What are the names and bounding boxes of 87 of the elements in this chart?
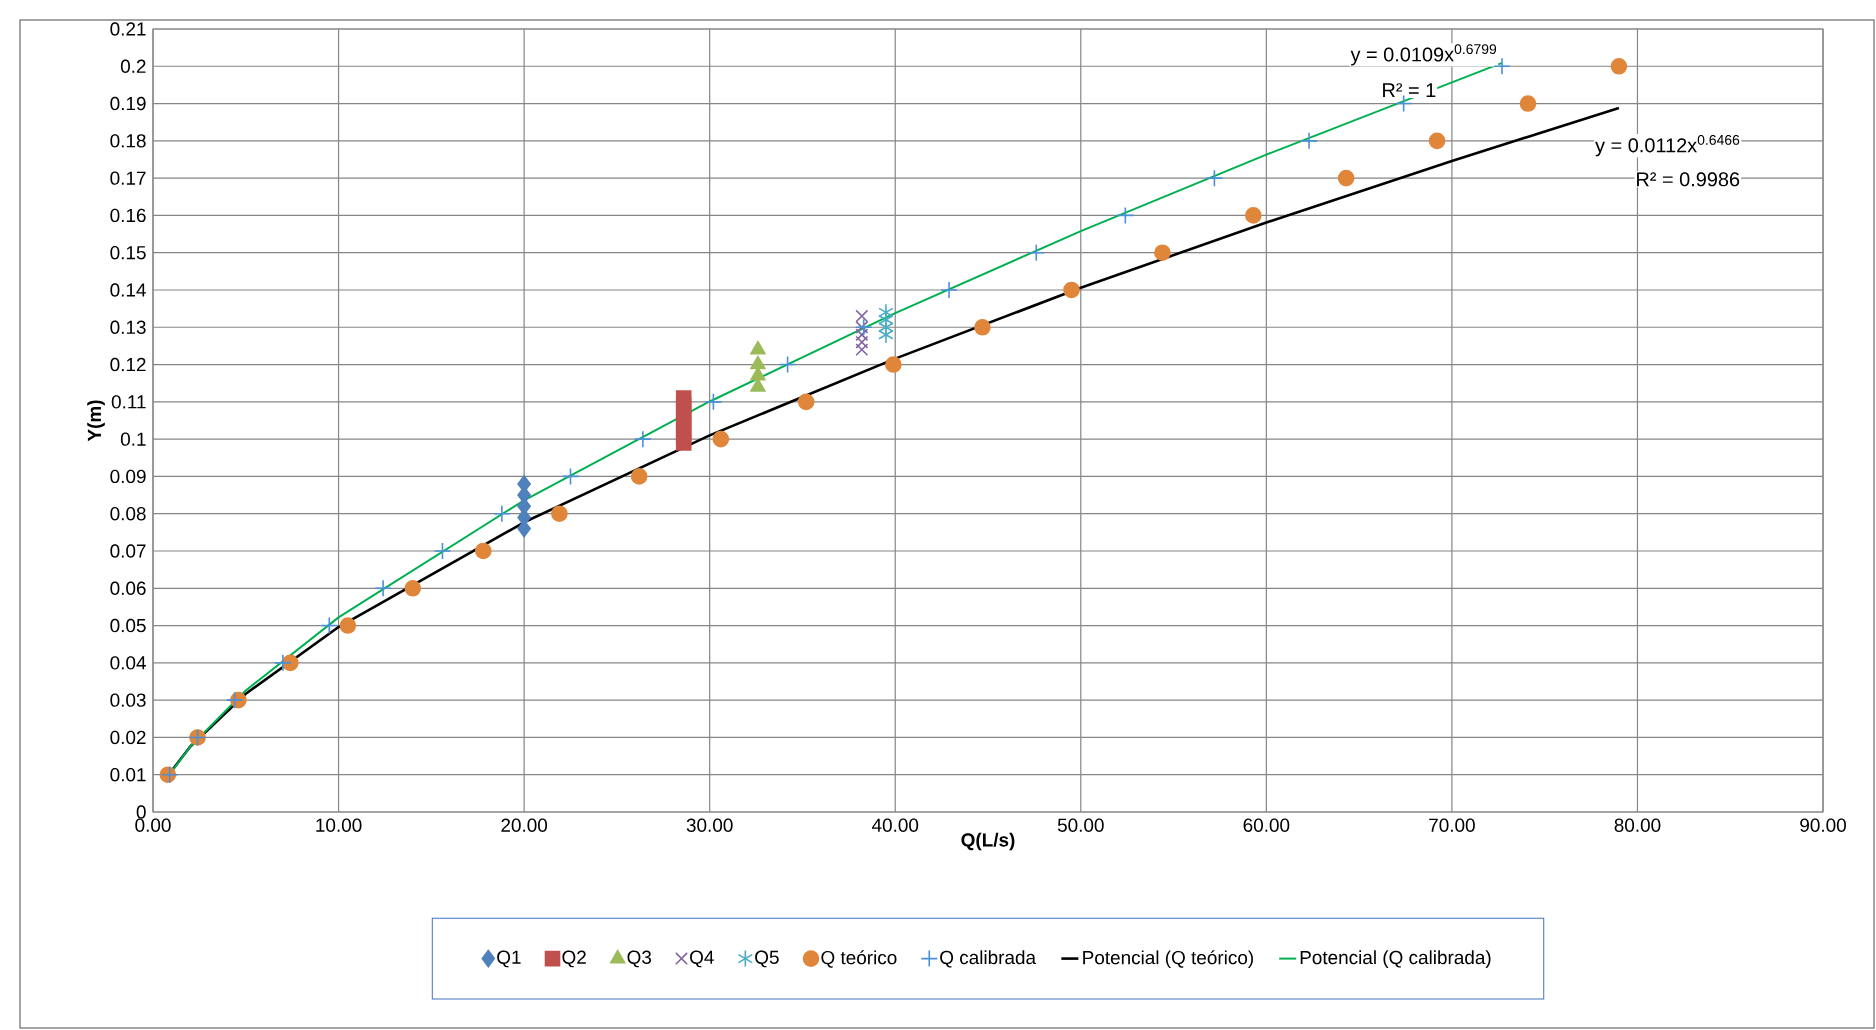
legend-label: Q calibrada [940, 950, 1037, 968]
y-tick-label: 0.16 [110, 208, 146, 223]
x-tick-label: 40.00 [871, 818, 919, 832]
point [374, 579, 392, 598]
point [797, 393, 815, 411]
y-tick-label: 0.03 [110, 693, 146, 707]
point [339, 617, 357, 634]
point [1154, 244, 1171, 261]
point [855, 328, 869, 342]
y-tick-label: 0.13 [110, 320, 146, 334]
legend-label: Q2 [562, 950, 586, 968]
point [675, 390, 692, 406]
point [750, 378, 766, 392]
y-tick-label: 0.09 [110, 469, 146, 484]
point [274, 654, 292, 672]
point [1337, 169, 1355, 187]
point [1493, 57, 1511, 76]
point [1519, 95, 1537, 112]
legend-label: Potencial (Q teórico) [1083, 950, 1253, 969]
y-tick-label: 0.11 [111, 395, 146, 409]
point [1063, 281, 1080, 299]
point [712, 430, 730, 448]
x-tick-label: 0.00 [135, 818, 171, 832]
point [855, 335, 869, 349]
x-axis-title: Q(L/s) [961, 832, 1015, 851]
y-tick-label: 0.04 [110, 656, 146, 670]
y-tick-label: 0.08 [110, 507, 146, 521]
point [561, 467, 580, 486]
x-tick-label: 70.00 [1429, 818, 1475, 832]
point [855, 309, 869, 323]
legend-label: Q1 [497, 950, 521, 968]
y-tick-label: 0.14 [110, 283, 146, 297]
y-tick-label: 0.2 [120, 59, 146, 73]
point [320, 616, 339, 635]
x-tick-label: 60.00 [1243, 818, 1290, 832]
point [1027, 243, 1046, 262]
legend-label: Q5 [755, 950, 779, 968]
point [855, 320, 869, 334]
x-tick-label: 10.00 [316, 818, 362, 832]
legend-label: Q teórico [821, 950, 897, 968]
point [1245, 207, 1262, 224]
y-tick-label: 0.15 [110, 246, 146, 260]
annotation: R² = 1 [1383, 83, 1436, 97]
y-tick-label: 0.21 [110, 22, 146, 36]
y-tick-label: 0.02 [110, 730, 146, 745]
x-tick-label: 50.00 [1057, 818, 1104, 832]
point [940, 281, 958, 299]
point [551, 505, 568, 522]
y-tick-label: 0.06 [110, 581, 146, 595]
y-tick-label: 0 [136, 805, 146, 819]
x-tick-label: 90.00 [1800, 818, 1846, 832]
point [1116, 206, 1135, 225]
legend-label: Q3 [627, 950, 652, 968]
y-tick-label: 0.01 [110, 768, 146, 782]
point [433, 542, 452, 560]
legend-label: Potencial (Q calibrada) [1300, 950, 1491, 968]
point [1610, 57, 1628, 75]
point [778, 355, 797, 374]
x-tick-label: 30.00 [686, 818, 733, 832]
legend-label: Q4 [690, 950, 714, 968]
point [404, 579, 422, 597]
point [854, 318, 873, 337]
point [885, 356, 902, 373]
y-tick-label: 0.05 [110, 618, 146, 633]
y-tick-label: 0.12 [110, 357, 146, 372]
point [630, 468, 648, 485]
point [1205, 169, 1224, 187]
point [974, 318, 991, 336]
point [1428, 132, 1446, 150]
annotation: y = 0.0112x$^{0.6466}$ [1595, 134, 1740, 157]
y-tick-label: 0.18 [110, 134, 146, 148]
y-tick-label: 0.1 [120, 432, 146, 446]
point [855, 343, 869, 357]
point [474, 542, 492, 560]
point [704, 393, 723, 411]
y-tick-label: 0.07 [110, 544, 146, 558]
y-tick-label: 0.17 [110, 171, 146, 185]
annotation: R² = 0.9986 [1637, 172, 1740, 187]
y-tick-label: 0.19 [110, 96, 146, 111]
x-tick-label: 20.00 [501, 818, 548, 832]
annotation: y = 0.0109x$^{0.6799}$ [1350, 44, 1497, 66]
y-axis-title: Y(m) [87, 400, 105, 442]
x-tick-label: 80.00 [1614, 818, 1661, 832]
point [1300, 132, 1318, 150]
point [493, 504, 511, 523]
point [634, 430, 652, 448]
point [225, 691, 244, 709]
